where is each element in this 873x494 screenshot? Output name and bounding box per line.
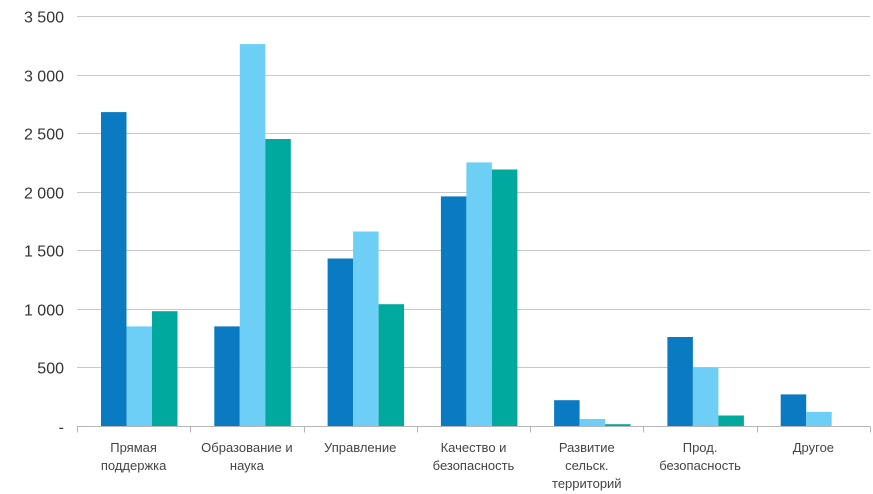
x-category-label-line: безопасность (433, 458, 515, 473)
x-category-label: Управление (324, 440, 396, 455)
y-tick-label: 2 500 (24, 127, 64, 144)
bar (667, 337, 693, 426)
bar (491, 169, 518, 426)
bar (718, 415, 744, 426)
x-axis-category-labels: Прямая поддержка Образование и наука Управле… (101, 440, 834, 491)
x-category-label: Образование и наука (201, 440, 292, 473)
x-axis (77, 426, 871, 433)
y-tick-label: 500 (37, 361, 64, 378)
x-category-label-line: наука (230, 458, 265, 473)
x-category-label-line: Другое (793, 440, 834, 455)
x-category-label-line: Прод. (683, 440, 718, 455)
y-tick-label: 1 500 (24, 244, 64, 261)
bar (378, 304, 405, 426)
bar (214, 326, 240, 426)
x-category-label-line: Качество и (441, 440, 507, 455)
bar (579, 419, 606, 426)
bar (692, 367, 719, 426)
x-category-label: Другое (793, 440, 834, 455)
x-category-label-line: Управление (324, 440, 396, 455)
x-category-label: Прод. безопасность (659, 440, 741, 473)
bar (353, 231, 379, 426)
x-category-label-line: Прямая (110, 440, 157, 455)
bar (466, 162, 492, 426)
x-category-label: Качество и безопасность (433, 440, 515, 473)
y-tick-label: 2 000 (24, 186, 64, 203)
bar (780, 394, 807, 426)
bar (605, 424, 631, 426)
x-category-label-line: Образование и (201, 440, 292, 455)
bar (126, 326, 152, 426)
bar (806, 411, 832, 426)
x-category-label-line: территорий (552, 476, 622, 491)
bar (265, 139, 291, 426)
bar (327, 258, 354, 426)
x-category-label-line: сельск. (565, 458, 608, 473)
bar (239, 44, 266, 426)
x-category-label-line: Развитие (559, 440, 615, 455)
y-axis-tick-labels: - 500 1 000 1 500 2 000 2 500 3 000 3 500 (24, 10, 64, 437)
bar (440, 196, 467, 426)
x-category-label-line: безопасность (659, 458, 741, 473)
y-tick-label: 3 000 (24, 69, 64, 86)
x-category-label-line: поддержка (101, 458, 167, 473)
bar (554, 400, 580, 426)
y-tick-label: - (59, 420, 64, 437)
bar (152, 311, 178, 426)
bar-series (101, 44, 832, 426)
bar (101, 112, 127, 426)
y-tick-label: 1 000 (24, 303, 64, 320)
x-category-label: Развитие сельск. территорий (552, 440, 622, 491)
x-category-label: Прямая поддержка (101, 440, 167, 473)
y-tick-label: 3 500 (24, 10, 64, 27)
